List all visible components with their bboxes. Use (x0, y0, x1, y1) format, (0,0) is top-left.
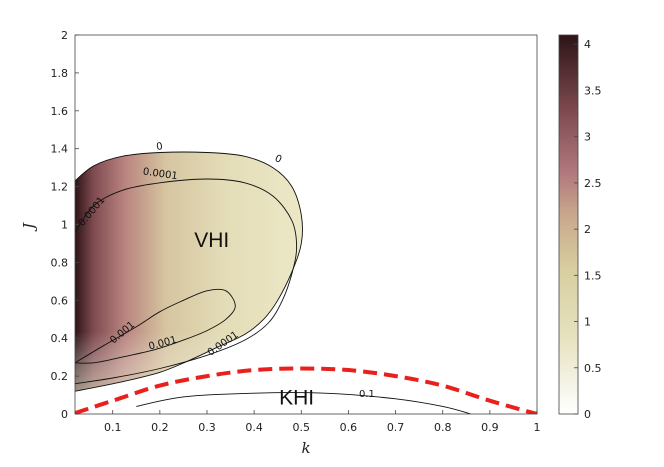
x-tick-label: 0.4 (245, 421, 263, 434)
colorbar-tick-label: 1 (584, 316, 591, 329)
contour-line-0-1 (136, 392, 472, 414)
x-tick-label: 0.3 (198, 421, 216, 434)
y-tick-label: 0.4 (51, 332, 69, 345)
y-tick-label: 1.6 (51, 105, 69, 118)
x-tick-label: 0.9 (481, 421, 499, 434)
contour-label: 0.0001 (142, 166, 178, 182)
x-axis-ticks: 0.1 0.2 0.3 0.4 0.5 0.6 0.7 0.8 0.9 1 (104, 410, 541, 434)
x-tick-label: 0.5 (293, 421, 311, 434)
x-tick-label: 1 (534, 421, 541, 434)
y-axis-label: J (20, 222, 38, 232)
y-tick-label: 0.8 (51, 256, 69, 269)
colorbar-gradient (558, 34, 579, 415)
vhi-heat-overlay (75, 152, 303, 392)
colorbar-tick-label: 1.5 (584, 269, 602, 282)
y-tick-label: 1.8 (51, 67, 69, 80)
y-tick-label: 0.2 (51, 370, 69, 383)
y-tick-label: 1.2 (51, 181, 69, 194)
colorbar-ticks: 0 0.5 1 1.5 2 2.5 3 3.5 4 (574, 38, 602, 421)
x-tick-label: 0.6 (340, 421, 358, 434)
colorbar-tick-label: 0.5 (584, 362, 602, 375)
y-tick-label: 0 (61, 408, 68, 421)
contour-label: 0 (273, 153, 283, 166)
region-label-vhi: VHI (194, 229, 229, 252)
x-tick-label: 0.8 (434, 421, 452, 434)
contour-label: 0.1 (359, 389, 375, 400)
x-tick-label: 0.2 (151, 421, 169, 434)
y-tick-label: 2 (61, 29, 68, 42)
y-tick-label: 1.4 (51, 143, 69, 156)
region-label-khi: KHI (279, 387, 314, 410)
colorbar: 0 0.5 1 1.5 2 2.5 3 3.5 4 (558, 34, 602, 421)
colorbar-tick-label: 4 (584, 38, 591, 51)
x-axis-label: k (301, 439, 310, 457)
critical-curve (75, 366, 537, 414)
y-tick-label: 1 (61, 219, 68, 232)
contour-label: 0 (156, 141, 164, 153)
contour-line-0-0001 (75, 178, 298, 385)
y-tick-label: 0.6 (51, 294, 69, 307)
y-axis-ticks: 0 0.2 0.4 0.6 0.8 1 1.2 1.4 1.6 1.8 2 (51, 29, 79, 421)
colorbar-tick-label: 3 (584, 131, 591, 144)
colorbar-tick-label: 0 (584, 408, 591, 421)
contour-line-0-001 (75, 288, 236, 364)
x-tick-label: 0.7 (387, 421, 405, 434)
colorbar-tick-label: 2 (584, 223, 591, 236)
colorbar-tick-label: 3.5 (584, 84, 602, 97)
colorbar-tick-label: 2.5 (584, 177, 602, 190)
x-tick-label: 0.1 (104, 421, 122, 434)
